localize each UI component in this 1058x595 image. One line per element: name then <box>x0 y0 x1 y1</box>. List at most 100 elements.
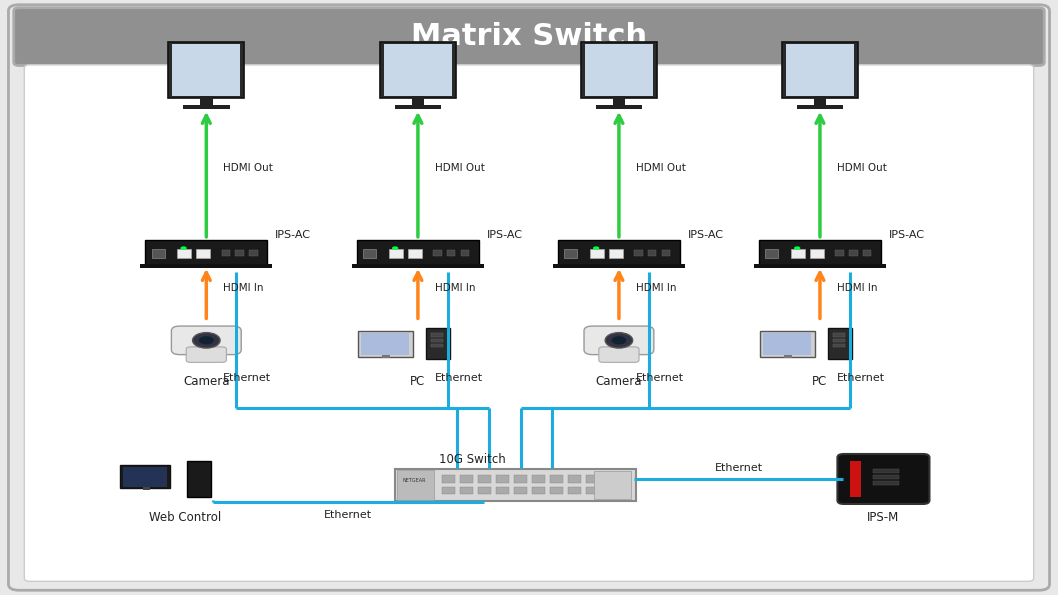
FancyBboxPatch shape <box>24 65 1034 581</box>
Bar <box>753 264 887 268</box>
Text: HDMI Out: HDMI Out <box>636 164 686 173</box>
Bar <box>395 105 441 109</box>
Bar <box>168 42 244 98</box>
Bar <box>434 250 442 256</box>
Bar <box>187 461 211 497</box>
FancyBboxPatch shape <box>559 240 679 265</box>
FancyBboxPatch shape <box>146 240 267 265</box>
Circle shape <box>592 246 599 250</box>
FancyBboxPatch shape <box>838 454 929 504</box>
Text: IPS-AC: IPS-AC <box>275 230 311 240</box>
Text: IPS-AC: IPS-AC <box>889 230 925 240</box>
FancyBboxPatch shape <box>358 240 478 265</box>
Bar <box>120 465 170 488</box>
Text: IPS-AC: IPS-AC <box>487 230 523 240</box>
Bar <box>123 467 167 487</box>
Bar <box>828 328 852 359</box>
Bar <box>431 344 443 347</box>
Bar <box>791 249 805 258</box>
Bar <box>590 249 604 258</box>
Bar <box>782 42 858 98</box>
Circle shape <box>605 333 633 348</box>
Bar <box>442 487 455 494</box>
Circle shape <box>199 336 214 345</box>
FancyBboxPatch shape <box>171 326 241 355</box>
Bar <box>358 331 413 357</box>
Text: PC: PC <box>411 375 425 389</box>
Bar <box>514 487 527 494</box>
Bar <box>873 475 899 479</box>
Bar <box>873 481 899 485</box>
Bar <box>833 333 845 337</box>
Bar <box>140 264 273 268</box>
Bar <box>364 249 377 258</box>
Bar <box>431 333 443 337</box>
Bar <box>784 355 792 358</box>
Bar <box>478 475 491 483</box>
Text: HDMI Out: HDMI Out <box>435 164 485 173</box>
Text: Ethernet: Ethernet <box>324 511 372 520</box>
Bar <box>604 487 617 494</box>
Circle shape <box>193 333 220 348</box>
Bar <box>143 487 150 490</box>
Text: 10G Switch: 10G Switch <box>439 453 506 466</box>
Bar <box>460 487 473 494</box>
Bar <box>814 96 826 107</box>
FancyBboxPatch shape <box>14 8 1044 65</box>
Text: Ethernet: Ethernet <box>636 373 683 383</box>
Bar <box>431 339 443 342</box>
Bar <box>647 250 656 256</box>
Text: HDMI In: HDMI In <box>636 283 676 293</box>
Bar <box>662 250 671 256</box>
Bar <box>766 249 779 258</box>
Bar <box>863 250 872 256</box>
Text: Ethernet: Ethernet <box>715 464 763 473</box>
FancyBboxPatch shape <box>584 326 654 355</box>
Text: IPS-M: IPS-M <box>868 511 899 524</box>
Bar <box>586 475 599 483</box>
Bar <box>397 470 434 500</box>
Bar <box>380 42 456 98</box>
Bar <box>426 328 450 359</box>
Circle shape <box>180 246 187 250</box>
Bar <box>496 475 509 483</box>
Bar <box>585 44 653 96</box>
Bar <box>836 250 844 256</box>
Bar <box>412 96 424 107</box>
Bar <box>586 487 599 494</box>
Bar <box>408 249 422 258</box>
Bar <box>152 249 165 258</box>
Bar <box>361 333 409 355</box>
Text: NETGEAR: NETGEAR <box>403 478 426 483</box>
Bar <box>461 250 470 256</box>
Bar <box>496 487 509 494</box>
Bar <box>763 333 811 355</box>
Bar <box>178 249 191 258</box>
Bar <box>565 249 578 258</box>
Bar <box>581 42 657 98</box>
Bar <box>550 487 563 494</box>
Text: HDMI Out: HDMI Out <box>223 164 273 173</box>
Circle shape <box>393 246 398 250</box>
Bar <box>460 475 473 483</box>
Bar <box>172 44 240 96</box>
Text: HDMI In: HDMI In <box>435 283 475 293</box>
Bar <box>478 487 491 494</box>
Bar <box>760 331 815 357</box>
Bar <box>604 475 617 483</box>
Bar <box>250 250 258 256</box>
Text: HDMI Out: HDMI Out <box>837 164 887 173</box>
Bar <box>797 105 843 109</box>
Bar <box>810 249 824 258</box>
Bar <box>634 250 643 256</box>
Bar <box>609 249 622 258</box>
Bar <box>183 105 230 109</box>
Text: Ethernet: Ethernet <box>837 373 884 383</box>
Bar <box>552 264 686 268</box>
Bar <box>236 250 244 256</box>
Bar <box>532 475 545 483</box>
Bar <box>351 264 485 268</box>
Bar <box>786 44 854 96</box>
FancyBboxPatch shape <box>599 347 639 362</box>
Bar <box>849 250 857 256</box>
